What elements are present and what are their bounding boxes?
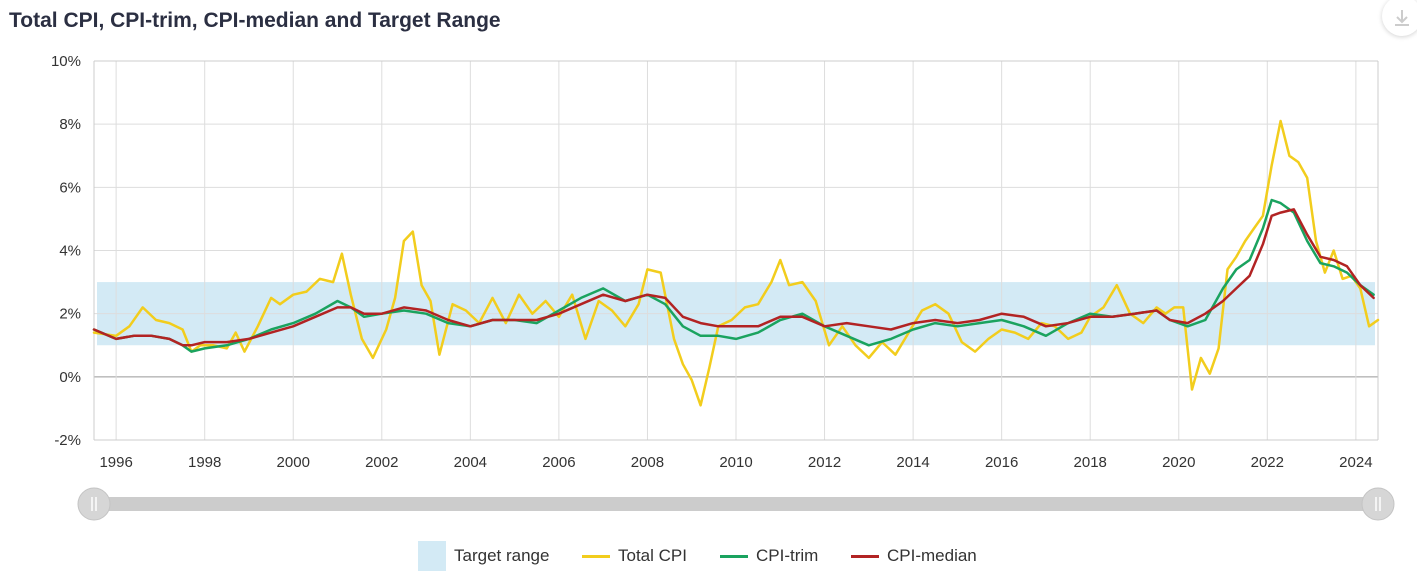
y-axis-tick-labels: -2% 0% 2% 4% 6% 8% 10% [51, 53, 81, 449]
slider-handle-left[interactable] [77, 487, 111, 521]
y-tick-label: 4% [59, 243, 81, 260]
download-icon [1395, 10, 1409, 26]
x-tick-label: 2000 [277, 454, 310, 471]
x-tick-label: 2002 [365, 454, 398, 471]
legend-swatch-total [582, 554, 610, 558]
legend-swatch-target [418, 541, 446, 571]
download-button[interactable] [1382, 0, 1417, 36]
x-tick-label: 2006 [542, 454, 575, 471]
y-tick-label: -2% [54, 432, 81, 449]
legend-item-cpi-median[interactable]: CPI-median [851, 540, 977, 572]
legend-item-target-range[interactable]: Target range [418, 540, 549, 572]
legend-label-total: Total CPI [618, 546, 687, 565]
x-tick-label: 2024 [1339, 454, 1372, 471]
legend-item-total-cpi[interactable]: Total CPI [582, 540, 687, 572]
x-tick-label: 2018 [1074, 454, 1107, 471]
x-axis-tick-labels: 1996 1998 2000 2002 2004 2006 2008 2010 2012 2014… [99, 454, 1372, 471]
y-tick-label: 8% [59, 116, 81, 133]
y-tick-label: 0% [59, 369, 81, 386]
chart-title: Total CPI, CPI-trim, CPI-median and Targ… [9, 9, 501, 32]
legend-label-target: Target range [454, 546, 550, 565]
x-tick-label: 1998 [188, 454, 221, 471]
slider-track[interactable] [94, 497, 1378, 511]
x-tick-label: 2022 [1251, 454, 1284, 471]
range-slider[interactable] [77, 487, 1395, 521]
legend: Target range Total CPI CPI-trim CPI-medi… [0, 540, 1417, 572]
y-tick-label: 10% [51, 53, 81, 70]
x-tick-label: 2016 [985, 454, 1018, 471]
x-tick-label: 2010 [719, 454, 752, 471]
x-tick-label: 2004 [454, 454, 487, 471]
y-tick-label: 6% [59, 179, 81, 196]
legend-label-median: CPI-median [887, 546, 977, 565]
x-tick-label: 1996 [99, 454, 132, 471]
y-tick-label: 2% [59, 306, 81, 323]
cpi-chart: -2% 0% 2% 4% 6% 8% 10% 1996 1998 2000 2002 2004 200… [51, 53, 1395, 521]
x-tick-label: 2008 [631, 454, 664, 471]
series-line-cpi-median[interactable] [92, 208, 1375, 347]
x-tick-label: 2014 [896, 454, 929, 471]
legend-label-trim: CPI-trim [756, 546, 819, 565]
series-layer [92, 119, 1380, 407]
x-tick-label: 2012 [808, 454, 841, 471]
series-line-cpi-trim[interactable] [92, 198, 1375, 353]
slider-handle-right[interactable] [1361, 487, 1395, 521]
legend-item-cpi-trim[interactable]: CPI-trim [720, 540, 818, 572]
legend-swatch-trim [720, 554, 748, 558]
series-line-total-cpi[interactable] [92, 119, 1380, 407]
x-tick-label: 2020 [1162, 454, 1195, 471]
legend-swatch-median [851, 554, 879, 558]
